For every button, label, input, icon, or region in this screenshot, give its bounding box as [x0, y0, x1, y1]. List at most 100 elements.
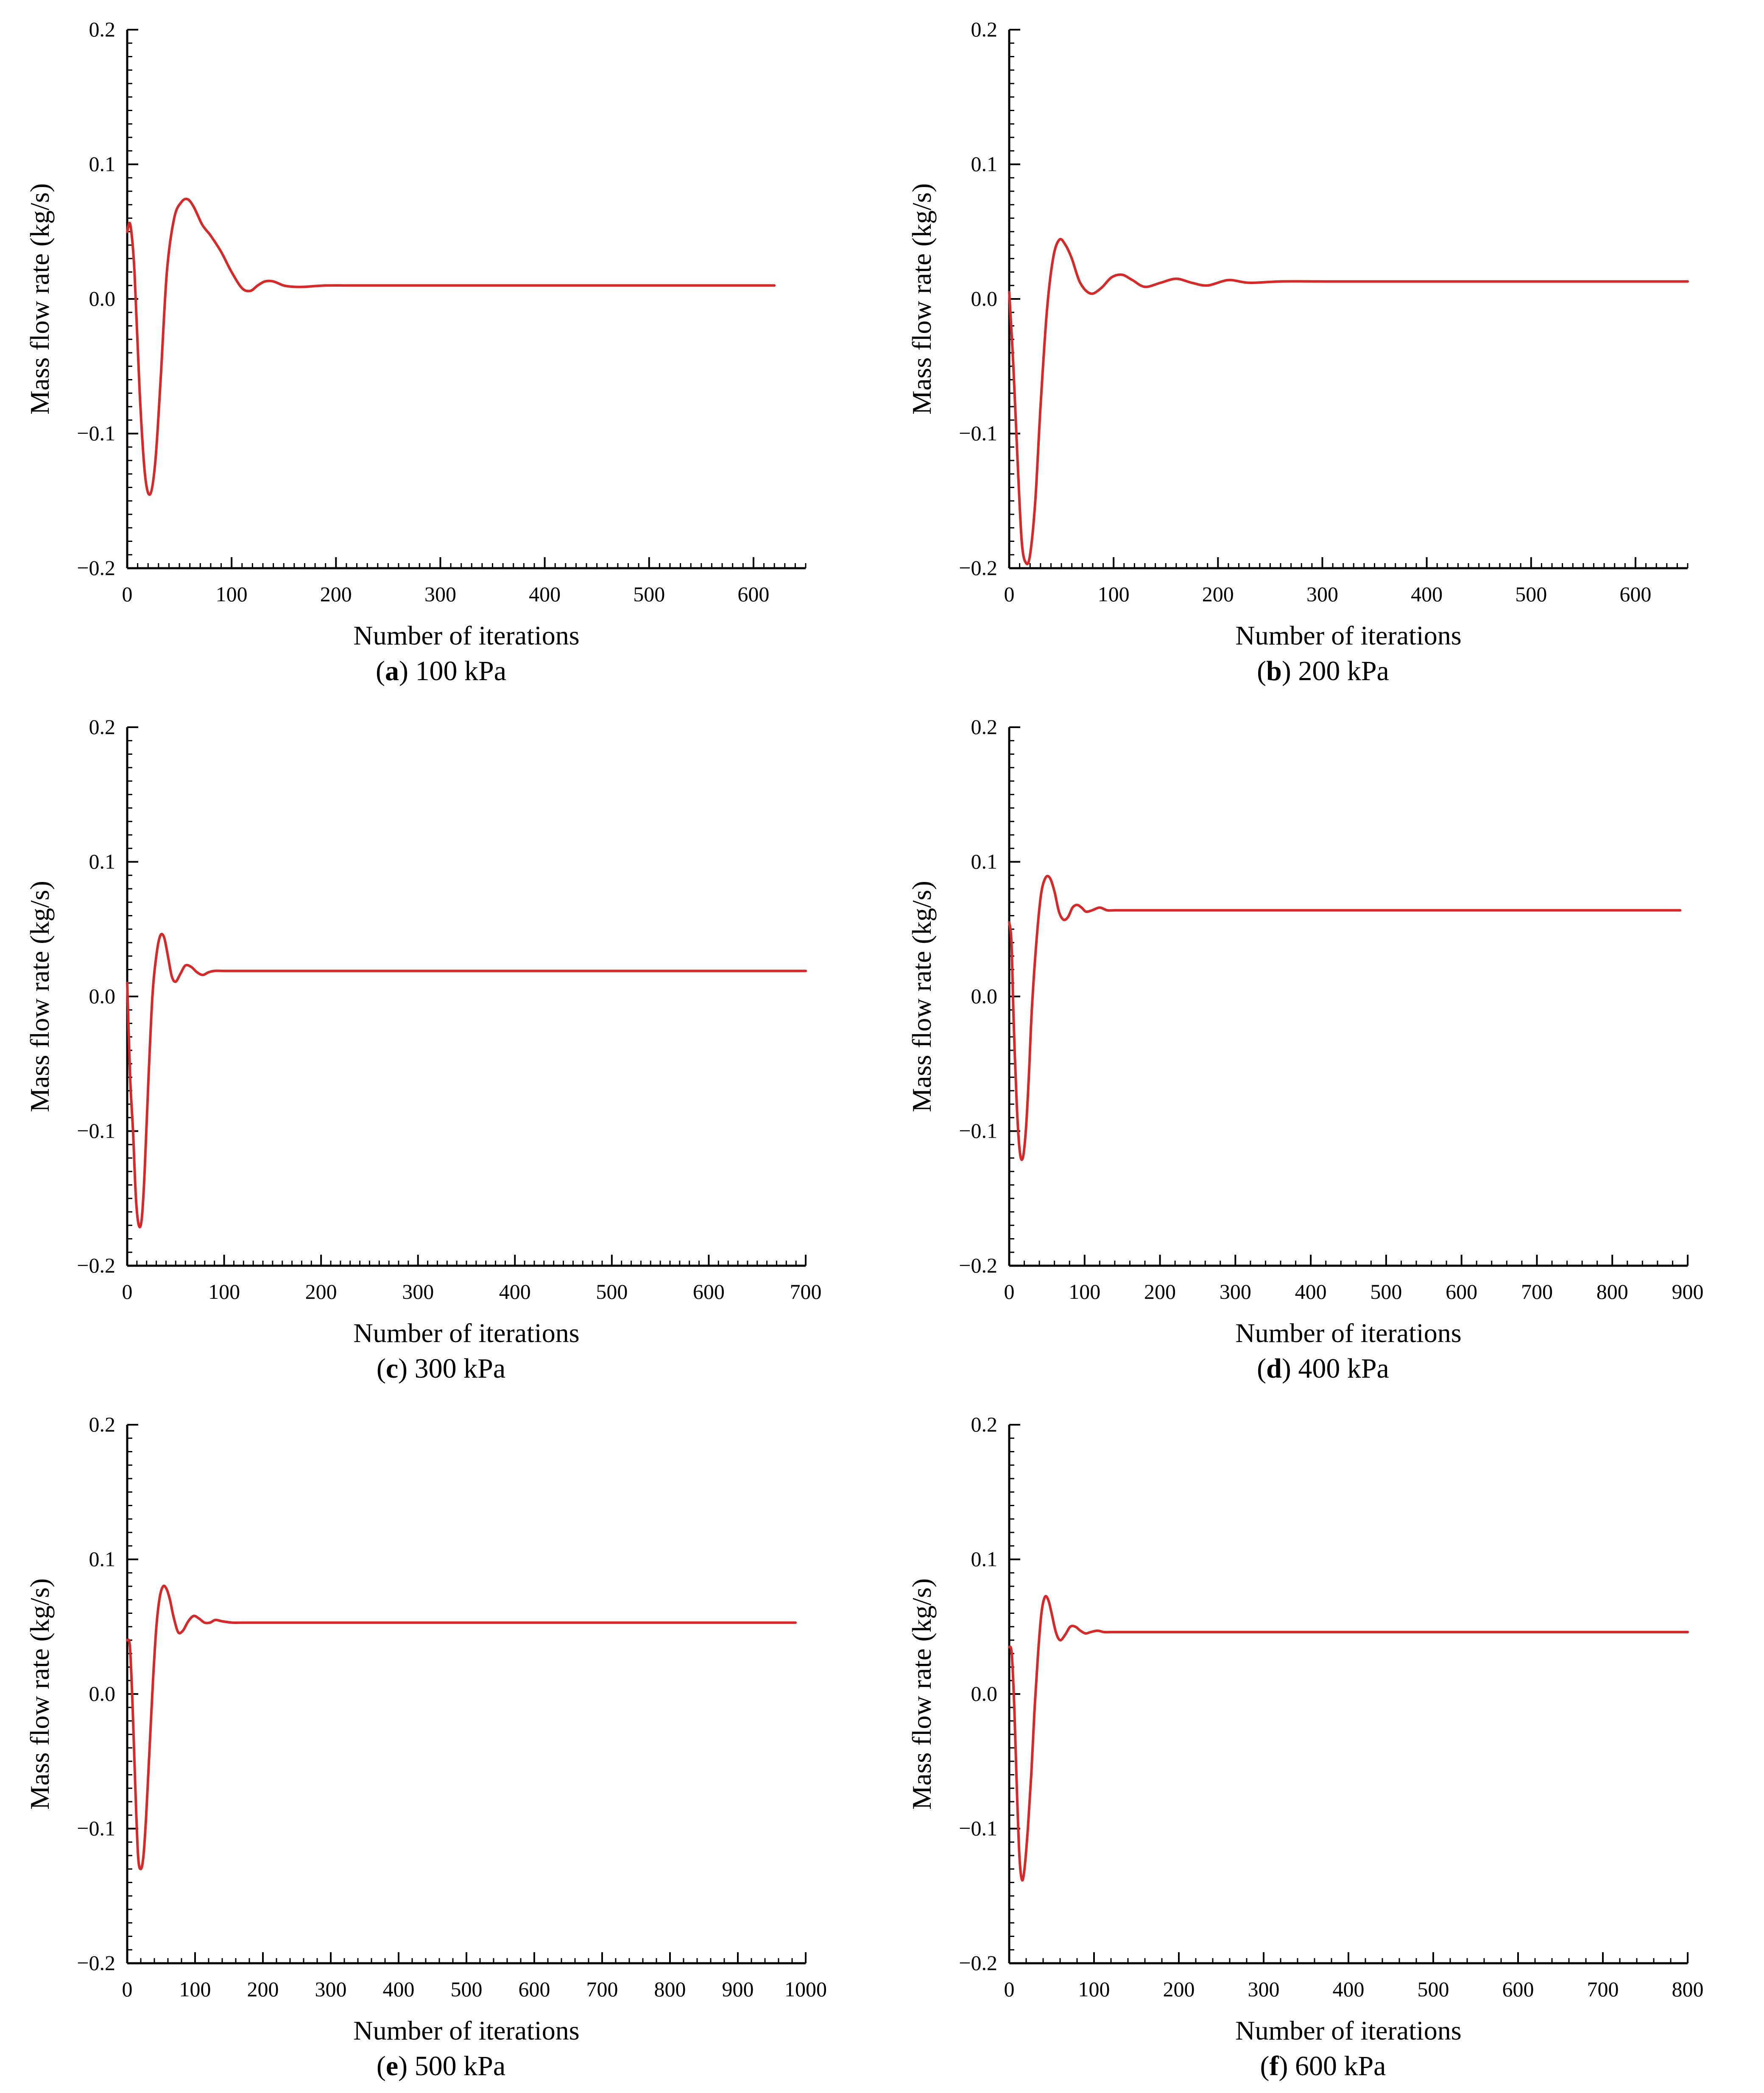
chart-f-x-tick-label: 100 — [1078, 1977, 1110, 2001]
chart-e-x-tick-label: 1000 — [784, 1977, 827, 2001]
chart-a-y-tick-label: 0.2 — [89, 17, 116, 41]
chart-panel-d: 0 100 200 300 400 500 600 700 800 900 −0.2 −0.1 0.0 0… — [882, 698, 1764, 1393]
caption-a-text: 100 kPa — [408, 656, 506, 687]
chart-b-y-tick-label: 0.0 — [971, 287, 998, 310]
chart-e-x-tick-label: 300 — [315, 1977, 347, 2001]
chart-panel-a: 0 100 200 300 400 500 600 −0.2 −0.1 0.0 0.1 0.2 Numb… — [0, 0, 882, 695]
chart-e-y-tick-label: 0.0 — [89, 1682, 116, 1705]
chart-a-series-line — [126, 198, 776, 496]
caption-e: (e) 500 kPa — [376, 2051, 506, 2082]
caption-b-letter: b — [1266, 656, 1282, 687]
chart-b-y-tick-label: −0.2 — [959, 556, 997, 580]
chart-b-x-tick-label: 600 — [1619, 582, 1651, 606]
chart-e-x-tick-label: 200 — [247, 1977, 279, 2001]
chart-a-x-tick-label: 300 — [424, 582, 456, 606]
chart-f-y-tick-label: 0.1 — [971, 1547, 998, 1571]
chart-c-y-tick-label: 0.0 — [89, 984, 116, 1008]
chart-d-x-tick-label: 300 — [1220, 1280, 1251, 1303]
chart-c-svg: 0 100 200 300 400 500 600 700 −0.2 −0.1 0.0 0.1 0.2 N… — [25, 715, 822, 1348]
chart-b-x-axis-label: Number of iterations — [1235, 620, 1461, 650]
chart-a-y-axis-label: Mass flow rate (kg/s) — [25, 183, 55, 415]
chart-b-x-tick-label: 200 — [1202, 582, 1234, 606]
chart-d-svg: 0 100 200 300 400 500 600 700 800 900 −0.2 −0.1 0.0 0… — [907, 715, 1704, 1348]
caption-f-letter: f — [1269, 2051, 1279, 2082]
chart-d-series-line — [1008, 875, 1682, 1161]
chart-f-x-axis-label: Number of iterations — [1235, 2015, 1461, 2046]
chart-c-y-tick-label: 0.1 — [89, 850, 116, 873]
chart-a-x-tick-label: 200 — [320, 582, 352, 606]
chart-f-series-line — [1008, 1595, 1689, 1882]
caption-d: (d) 400 kPa — [1257, 1353, 1389, 1384]
chart-f-x-tick-label: 200 — [1163, 1977, 1195, 2001]
chart-f-svg: 0 100 200 300 400 500 600 700 800 −0.2 −0.1 0.0 0.1 0… — [907, 1412, 1704, 2046]
chart-d-y-tick-label: −0.1 — [959, 1119, 997, 1143]
chart-a-x-axis-label: Number of iterations — [353, 620, 579, 650]
chart-c-y-tick-label: 0.2 — [89, 715, 116, 739]
chart-f-y-tick-label: 0.2 — [971, 1412, 998, 1436]
chart-b-series-line — [1008, 238, 1689, 566]
chart-a-svg: 0 100 200 300 400 500 600 −0.2 −0.1 0.0 0.1 0.2 Numb… — [25, 17, 807, 650]
chart-f-x-tick-label: 300 — [1248, 1977, 1280, 2001]
chart-a-x-tick-label: 400 — [529, 582, 561, 606]
chart-e-x-tick-label: 0 — [122, 1977, 133, 2001]
chart-c-x-tick-label: 600 — [693, 1280, 725, 1303]
chart-c-x-tick-label: 500 — [596, 1280, 628, 1303]
chart-c-x-tick-label: 200 — [305, 1280, 337, 1303]
chart-e-x-tick-label: 900 — [722, 1977, 754, 2001]
chart-b-x-tick-label: 100 — [1098, 582, 1130, 606]
caption-a: (a) 100 kPa — [376, 656, 506, 687]
chart-d-y-tick-label: −0.2 — [959, 1253, 997, 1277]
chart-a-y-tick-label: −0.2 — [77, 556, 115, 580]
chart-b-y-tick-label: −0.1 — [959, 421, 997, 445]
chart-b-x-tick-label: 0 — [1004, 582, 1015, 606]
chart-d-x-tick-label: 0 — [1004, 1280, 1015, 1303]
chart-c-x-axis-label: Number of iterations — [353, 1318, 579, 1348]
chart-b-y-tick-label: 0.2 — [971, 17, 998, 41]
chart-f-y-axis-label: Mass flow rate (kg/s) — [907, 1578, 937, 1810]
chart-e-x-tick-label: 500 — [451, 1977, 483, 2001]
chart-c-x-tick-label: 400 — [499, 1280, 531, 1303]
chart-f-x-tick-label: 400 — [1333, 1977, 1365, 2001]
chart-b-x-tick-label: 300 — [1306, 582, 1338, 606]
chart-a-y-tick-label: −0.1 — [77, 421, 115, 445]
chart-c-x-tick-label: 100 — [208, 1280, 240, 1303]
chart-e-y-tick-label: −0.2 — [77, 1951, 115, 1975]
chart-d-y-tick-label: 0.0 — [971, 984, 998, 1008]
caption-a-letter: a — [385, 656, 399, 687]
chart-e-x-axis-label: Number of iterations — [353, 2015, 579, 2046]
chart-b-y-axis-label: Mass flow rate (kg/s) — [907, 183, 937, 415]
chart-c-y-axis-label: Mass flow rate (kg/s) — [25, 881, 55, 1112]
caption-d-letter: d — [1266, 1353, 1282, 1384]
chart-d-y-tick-label: 0.2 — [971, 715, 998, 739]
chart-c-x-tick-label: 700 — [790, 1280, 822, 1303]
chart-e-x-tick-label: 600 — [519, 1977, 550, 2001]
caption-e-text: 500 kPa — [408, 2051, 506, 2082]
chart-c-x-tick-label: 300 — [402, 1280, 434, 1303]
chart-a-x-tick-label: 0 — [122, 582, 133, 606]
chart-panel-b: 0 100 200 300 400 500 600 −0.2 −0.1 0.0 0.1 0.2 Numb… — [882, 0, 1764, 695]
chart-c-x-tick-label: 0 — [122, 1280, 133, 1303]
chart-d-x-tick-label: 200 — [1144, 1280, 1176, 1303]
chart-f-y-tick-label: 0.0 — [971, 1682, 998, 1705]
chart-a-x-tick-label: 500 — [633, 582, 665, 606]
chart-e-y-tick-label: 0.1 — [89, 1547, 116, 1571]
chart-e-y-tick-label: 0.2 — [89, 1412, 116, 1436]
caption-d-text: 400 kPa — [1291, 1353, 1389, 1384]
chart-d-x-tick-label: 500 — [1370, 1280, 1402, 1303]
chart-e-x-tick-label: 800 — [654, 1977, 686, 2001]
caption-c-letter: c — [385, 1353, 399, 1384]
chart-b-y-tick-label: 0.1 — [971, 152, 998, 176]
chart-c-y-tick-label: −0.2 — [77, 1253, 115, 1277]
chart-f-x-tick-label: 700 — [1587, 1977, 1619, 2001]
chart-f-y-tick-label: −0.1 — [959, 1817, 997, 1840]
chart-d-x-tick-label: 800 — [1597, 1280, 1628, 1303]
chart-b-svg: 0 100 200 300 400 500 600 −0.2 −0.1 0.0 0.1 0.2 Numb… — [907, 17, 1689, 650]
caption-c: (c) 300 kPa — [376, 1353, 506, 1384]
chart-d-y-axis-label: Mass flow rate (kg/s) — [907, 881, 937, 1112]
chart-d-x-tick-label: 900 — [1672, 1280, 1704, 1303]
chart-panel-e: 0 100 200 300 400 500 600 700 800 900 1000 −0.2 −0.1… — [0, 1395, 882, 2090]
chart-e-x-tick-label: 100 — [179, 1977, 211, 2001]
chart-a-x-tick-label: 600 — [737, 582, 769, 606]
chart-c-y-tick-label: −0.1 — [77, 1119, 115, 1143]
caption-b: (b) 200 kPa — [1257, 656, 1389, 687]
